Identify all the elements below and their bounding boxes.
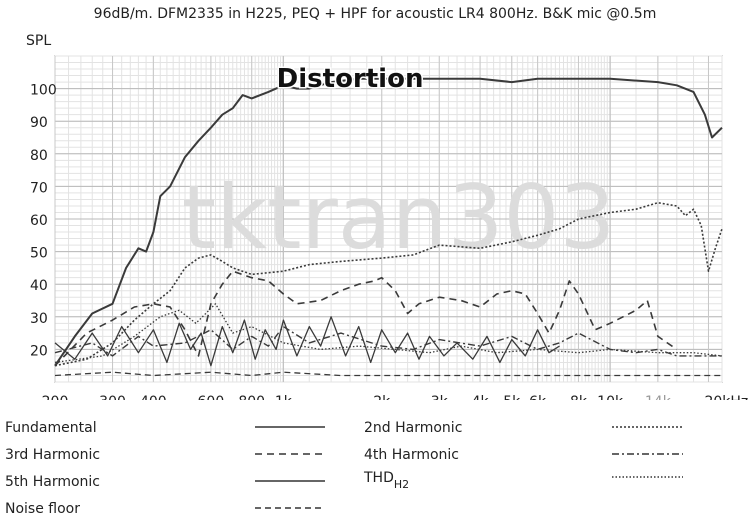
y-tick-label: 100 xyxy=(30,83,57,99)
x-tick-label: 200 xyxy=(42,394,69,400)
y-tick-label: 90 xyxy=(30,115,48,131)
x-tick-label: 1k xyxy=(275,394,293,400)
y-tick-label: 70 xyxy=(30,180,48,196)
series-lines xyxy=(54,77,723,377)
y-tick-label: 30 xyxy=(30,311,48,327)
legend-label: THDH2 xyxy=(363,470,409,491)
y-tick-label: 60 xyxy=(30,213,48,229)
chart-svg: tktran303 Distortion 20 30 40 50 60 70 80 90 100… xyxy=(30,55,749,400)
legend-label-subscript: H2 xyxy=(394,478,409,491)
x-tick-label: 4k xyxy=(472,394,490,400)
y-tick-labels: 20 30 40 50 60 70 80 90 100 xyxy=(30,83,57,360)
y-tick-label: 20 xyxy=(30,343,48,359)
y-tick-label: 40 xyxy=(30,278,48,294)
x-tick-label: 20kHz xyxy=(704,394,748,400)
x-tick-label: 3k xyxy=(431,394,449,400)
distortion-annotation: Distortion xyxy=(277,64,424,94)
series-line-4th-harmonic xyxy=(54,325,722,357)
x-tick-label: 14k xyxy=(645,394,672,400)
x-tick-label: 8k xyxy=(570,394,588,400)
legend-label: Fundamental xyxy=(5,420,97,436)
legend-label: 2nd Harmonic xyxy=(364,420,462,436)
y-axis-label: SPL xyxy=(26,33,52,49)
y-tick-label: 50 xyxy=(30,246,48,262)
x-tick-label: 2k xyxy=(373,394,391,400)
series-line-3rd-harmonic xyxy=(54,270,678,367)
series-line-thd xyxy=(54,303,723,364)
x-tick-labels: 200 300 400 600 800 1k 2k 3k 4k 5k 6k 8k 10k 14k 20kHz xyxy=(42,394,749,400)
series-line-fundamental xyxy=(54,77,723,367)
series-line-2nd-harmonic xyxy=(54,201,723,367)
legend-label: Noise floor xyxy=(5,501,80,517)
series-line-noise-floor xyxy=(54,371,722,377)
x-tick-label: 5k xyxy=(503,394,521,400)
chart-title: 96dB/m. DFM2335 in H225, PEQ + HPF for a… xyxy=(93,6,657,22)
legend-label: 5th Harmonic xyxy=(5,474,100,490)
y-tick-label: 80 xyxy=(30,148,48,164)
x-tick-label: 300 xyxy=(99,394,126,400)
legend-label: 3rd Harmonic xyxy=(5,447,100,463)
legend-label: 4th Harmonic xyxy=(364,447,459,463)
x-tick-label: 400 xyxy=(140,394,167,400)
x-tick-label: 800 xyxy=(238,394,265,400)
watermark-text: tktran303 xyxy=(182,166,616,269)
x-tick-label: 10k xyxy=(597,394,624,400)
x-tick-label: 600 xyxy=(198,394,225,400)
series-line-5th-harmonic xyxy=(54,316,560,367)
x-tick-label: 6k xyxy=(529,394,547,400)
